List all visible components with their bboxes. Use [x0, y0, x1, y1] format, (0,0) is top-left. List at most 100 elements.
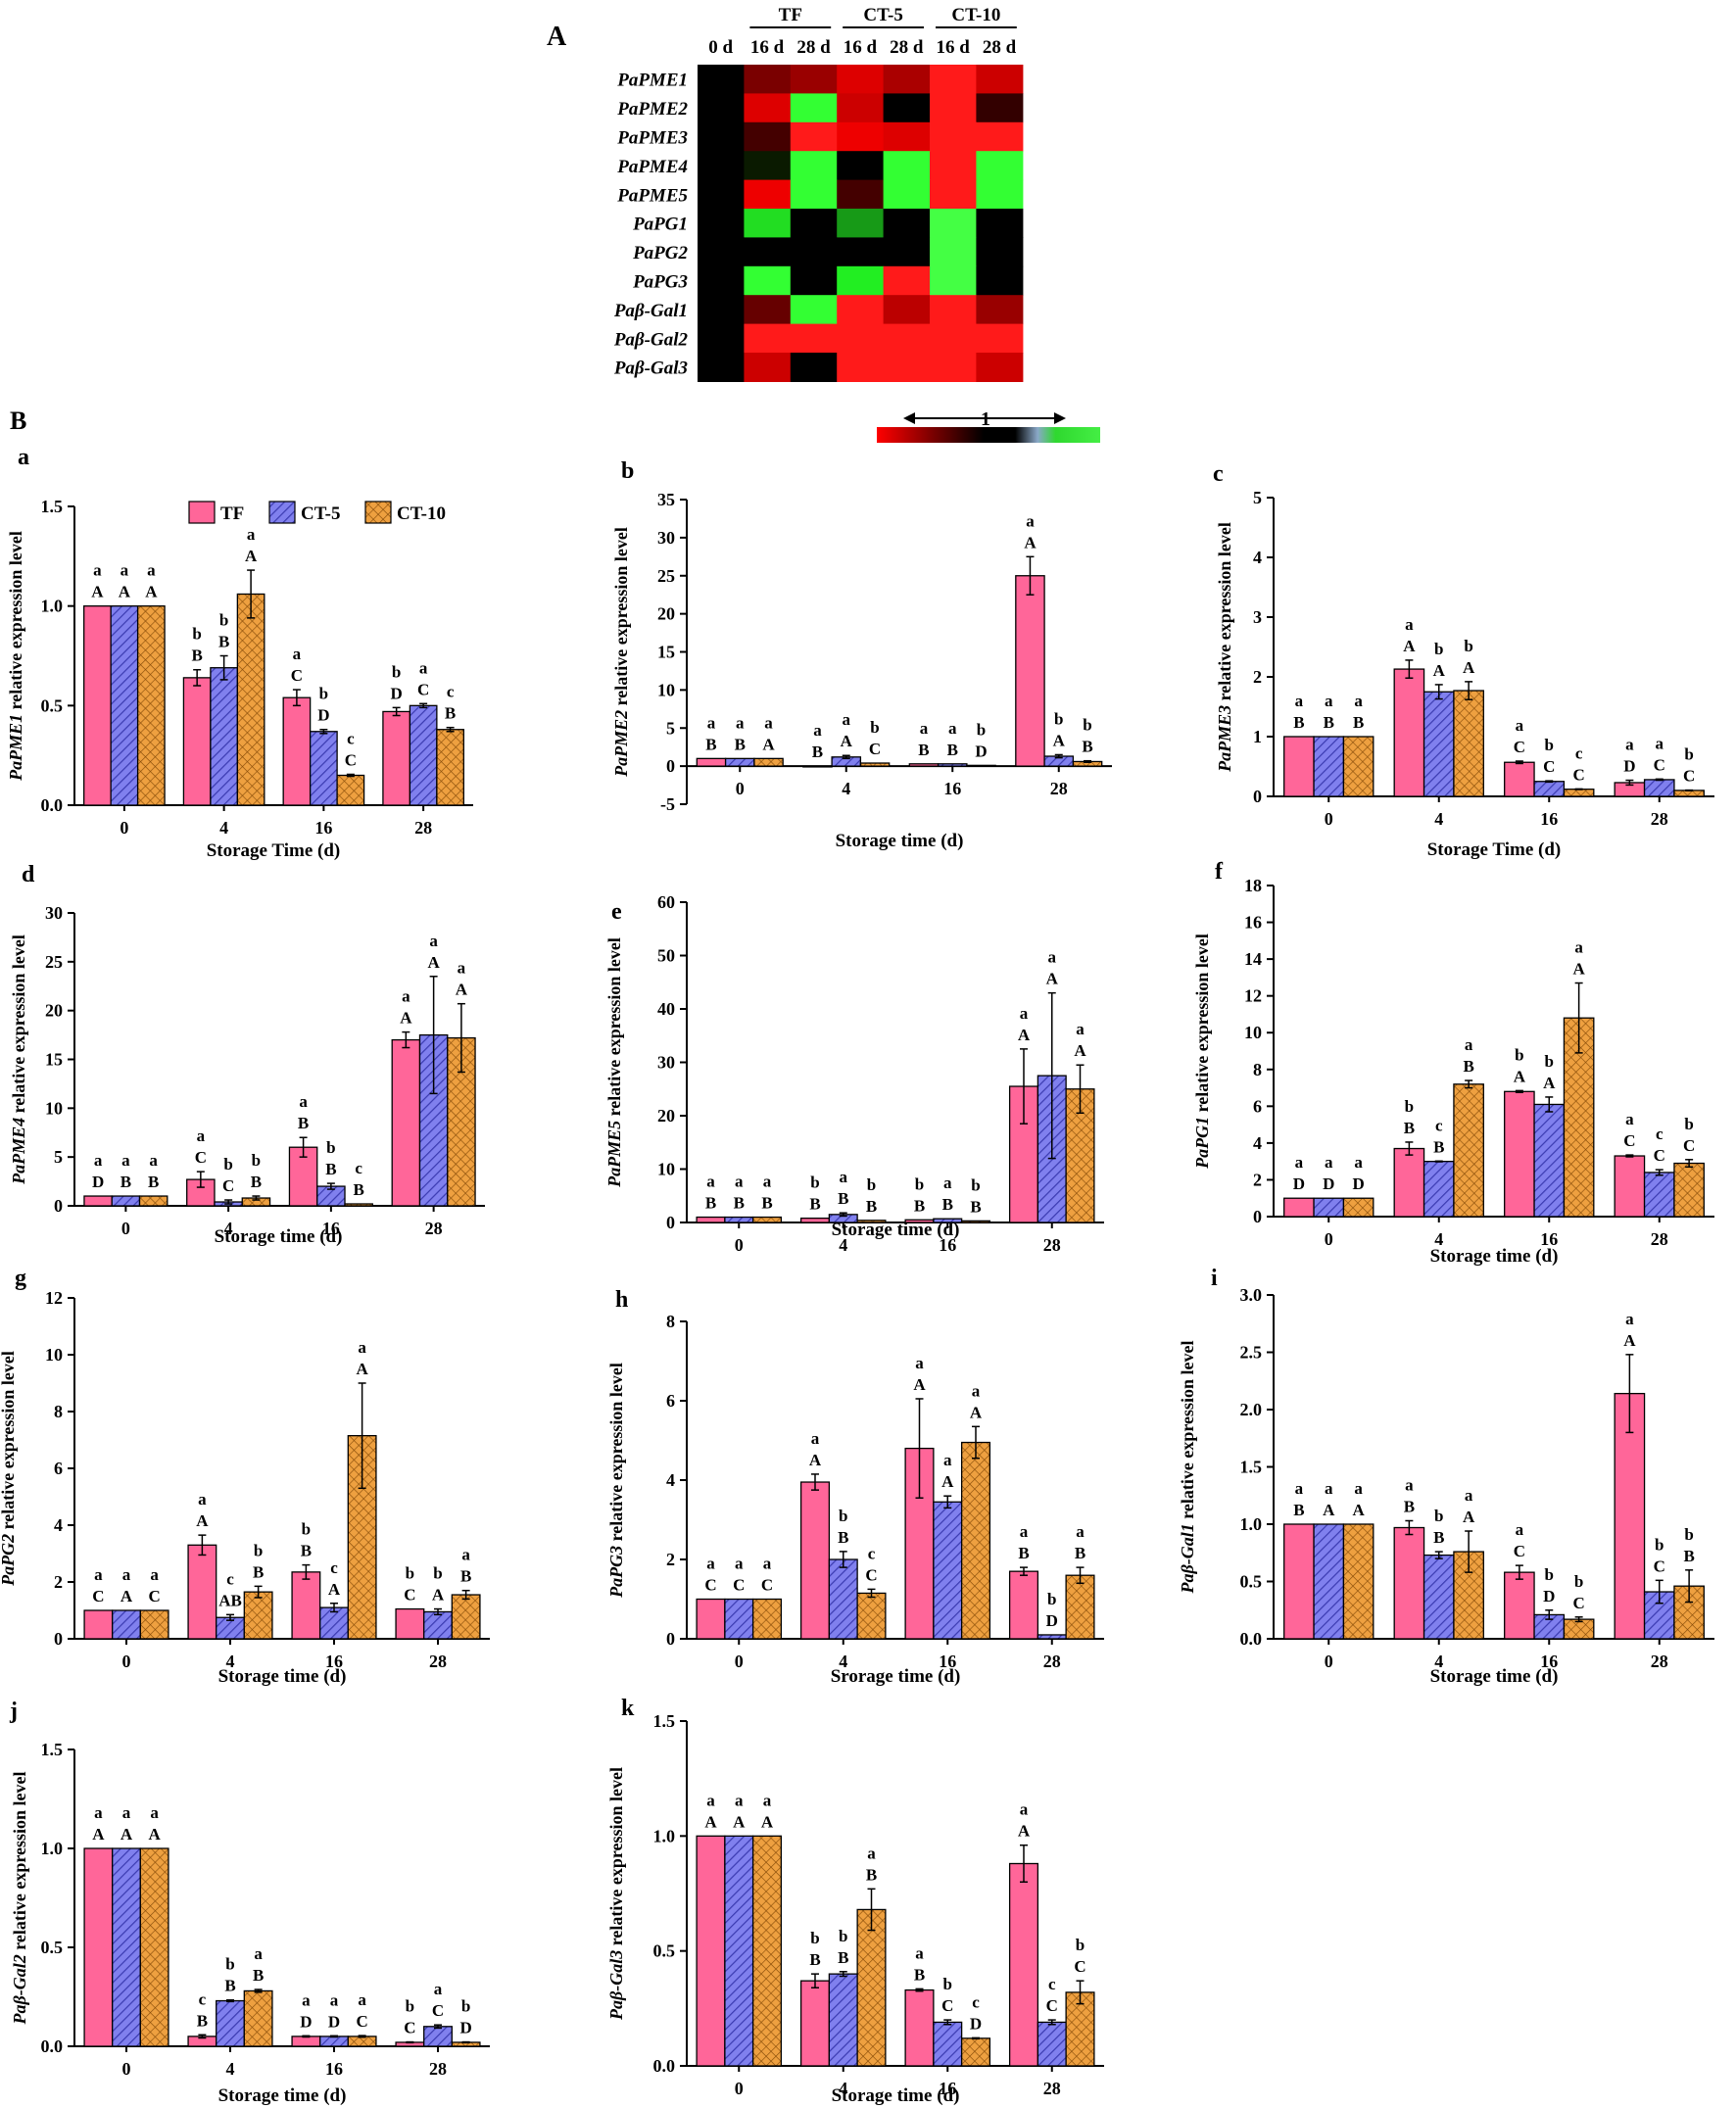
y-tick-label: 3: [1253, 607, 1262, 627]
heatmap-cell-5-3: [790, 179, 838, 210]
significance-label-upper: C: [869, 740, 881, 758]
significance-label-lower: b: [1684, 1115, 1693, 1133]
significance-label-upper: A: [704, 1812, 717, 1831]
y-axis-title-gene: PaPME1: [6, 714, 25, 782]
y-tick-label: 1.0: [653, 1826, 676, 1845]
bar-ct-10: [856, 1592, 887, 1640]
bar-ct-10: [344, 1203, 373, 1207]
y-tick-label: 6: [666, 1391, 675, 1411]
heatmap-cell-2-4: [837, 93, 885, 123]
bar-tf: [908, 763, 940, 767]
heatmap-cell-10-6: [930, 323, 977, 354]
significance-label-lower: a: [915, 1354, 924, 1372]
y-tick-label: 0: [1253, 1207, 1262, 1226]
y-tick-label: 0.0: [653, 2056, 676, 2076]
bar-ct-5: [423, 2026, 453, 2047]
y-tick-label: 2.0: [1240, 1400, 1263, 1419]
y-tick-label: 30: [657, 528, 675, 548]
significance-label-lower: a: [706, 1791, 715, 1809]
x-tick-label: 16: [325, 2059, 343, 2079]
x-axis-title: Storage time (d): [832, 2085, 960, 2106]
significance-label-upper: C: [404, 2019, 415, 2037]
heatmap-cell-7-3: [790, 237, 838, 267]
significance-label-upper: B: [253, 1562, 264, 1581]
bar-ct-5: [828, 1558, 858, 1640]
significance-label-upper: C: [1654, 1557, 1665, 1575]
bar-tf: [1393, 1147, 1425, 1218]
significance-label-upper: C: [195, 1148, 207, 1167]
heatmap-cell-8-7: [976, 265, 1024, 296]
y-tick-label: 0: [54, 1629, 63, 1649]
bar-tf: [291, 2036, 321, 2047]
significance-label-upper: C: [1572, 1594, 1584, 1612]
y-tick-label: 25: [657, 566, 675, 586]
significance-label-upper: A: [245, 547, 258, 565]
bar-ct-10: [1342, 1523, 1374, 1640]
significance-label-lower: b: [254, 1541, 263, 1559]
bar-ct-10: [856, 1220, 887, 1223]
y-axis-title-gene: PaPME2: [611, 710, 631, 778]
heatmap-cell-1-4: [837, 65, 885, 94]
heatmap-cell-1-7: [976, 65, 1024, 94]
significance-label-lower: b: [326, 1138, 335, 1157]
heatmap-cell-2-6: [930, 93, 977, 123]
panel-label: b: [621, 458, 634, 484]
significance-label-upper: C: [404, 1586, 415, 1605]
significance-label-upper: D: [975, 742, 987, 760]
x-tick-label: 4: [219, 818, 228, 838]
heatmap-cell-8-1: [698, 265, 745, 296]
significance-label-upper: A: [1018, 1822, 1031, 1841]
y-tick-label: 18: [1244, 876, 1262, 895]
significance-label-lower: a: [122, 1565, 131, 1584]
significance-label-upper: B: [1404, 1497, 1415, 1515]
heatmap-row-label: Paβ-Gal2: [613, 329, 689, 350]
bar-ct-5: [724, 757, 755, 767]
significance-label-upper: B: [197, 2011, 208, 2030]
heatmap-row-label: Paβ-Gal3: [613, 359, 688, 379]
y-axis-title: PaPG1 relative expression level: [1192, 934, 1212, 1170]
heatmap-cell-4-6: [930, 151, 977, 181]
significance-label-lower: a: [706, 1173, 715, 1191]
significance-label-lower: a: [972, 1381, 981, 1400]
x-tick-label: 28: [1043, 1652, 1061, 1671]
x-axis-title: Storage time (d): [1430, 1246, 1559, 1267]
significance-label-lower: c: [1435, 1116, 1443, 1134]
significance-label-lower: b: [1515, 1045, 1523, 1064]
significance-label-upper: A: [400, 1009, 412, 1028]
y-tick-label: 10: [657, 680, 675, 699]
heatmap-group-header: TF: [779, 5, 802, 25]
x-axis-title: Storage time (d): [1430, 1666, 1559, 1687]
significance-label-upper: B: [1353, 713, 1364, 732]
significance-label-lower: a: [1295, 692, 1304, 710]
bar-tf: [799, 1980, 831, 2067]
y-tick-label: 25: [45, 952, 63, 972]
heatmap-row-label: PaPG2: [632, 243, 688, 264]
bar-ct-10: [751, 1598, 783, 1640]
significance-label-upper: A: [432, 1586, 445, 1605]
significance-label-lower: a: [197, 1126, 206, 1145]
significance-label-lower: a: [358, 1990, 366, 2009]
heatmap-cell-3-1: [698, 121, 745, 152]
y-axis-title-text: relative expression level: [606, 1767, 626, 1950]
bar-ct-10: [139, 1847, 169, 2047]
heatmap-cell-5-6: [930, 179, 977, 210]
significance-label-lower: a: [247, 525, 256, 544]
bar-ct-10: [751, 1216, 783, 1223]
bar-ct-5: [724, 1835, 754, 2067]
y-axis-title-gene: Paβ-Gal3: [606, 1950, 626, 2021]
x-tick-label: 4: [839, 1652, 847, 1671]
bar-ct-10: [1065, 1574, 1095, 1640]
significance-label-upper: B: [947, 741, 958, 759]
heatmap-cell-9-4: [837, 295, 885, 325]
significance-label-upper: C: [1623, 1131, 1635, 1150]
significance-label-upper: B: [1293, 713, 1304, 732]
heatmap-cell-11-7: [976, 353, 1024, 382]
bar-tf: [291, 1571, 321, 1640]
significance-label-upper: B: [148, 1173, 159, 1191]
y-tick-label: 1.5: [1240, 1458, 1263, 1477]
significance-label-lower: c: [1048, 1975, 1056, 1993]
y-axis-title: PaPG3 relative expression level: [606, 1363, 626, 1599]
bar-tf: [182, 677, 212, 806]
significance-label-upper: A: [1514, 1067, 1526, 1085]
